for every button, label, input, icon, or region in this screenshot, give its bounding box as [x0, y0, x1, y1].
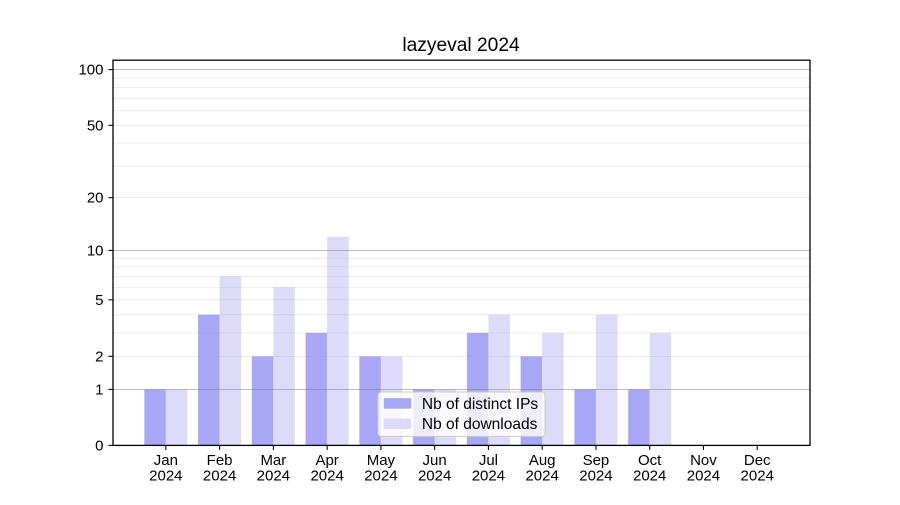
svg-text:1: 1	[95, 381, 103, 398]
svg-text:Nb of distinct IPs: Nb of distinct IPs	[422, 396, 539, 413]
svg-text:50: 50	[87, 117, 104, 134]
svg-text:Jul: Jul	[479, 452, 498, 469]
svg-text:Nb of downloads: Nb of downloads	[422, 416, 538, 433]
svg-text:Sep: Sep	[583, 452, 610, 469]
svg-text:Oct: Oct	[638, 452, 662, 469]
svg-text:2024: 2024	[364, 468, 397, 485]
svg-text:2024: 2024	[310, 468, 343, 485]
svg-text:May: May	[367, 452, 396, 469]
svg-text:Jun: Jun	[423, 452, 447, 469]
svg-text:Aug: Aug	[529, 452, 556, 469]
svg-text:2024: 2024	[149, 468, 182, 485]
svg-text:5: 5	[95, 292, 103, 309]
svg-text:2024: 2024	[257, 468, 290, 485]
svg-text:2024: 2024	[687, 468, 720, 485]
svg-text:Jan: Jan	[154, 452, 178, 469]
svg-text:2024: 2024	[525, 468, 558, 485]
svg-text:Apr: Apr	[315, 452, 338, 469]
svg-text:2024: 2024	[741, 468, 774, 485]
svg-text:2024: 2024	[418, 468, 451, 485]
svg-text:Mar: Mar	[260, 452, 286, 469]
svg-text:2: 2	[95, 348, 103, 365]
svg-text:Feb: Feb	[207, 452, 233, 469]
svg-text:0: 0	[95, 437, 103, 454]
svg-text:Dec: Dec	[744, 452, 771, 469]
svg-text:Nov: Nov	[690, 452, 717, 469]
svg-text:100: 100	[78, 62, 103, 79]
svg-text:2024: 2024	[203, 468, 236, 485]
svg-text:lazyeval 2024: lazyeval 2024	[402, 35, 520, 56]
svg-text:2024: 2024	[633, 468, 666, 485]
svg-text:2024: 2024	[472, 468, 505, 485]
svg-text:20: 20	[87, 190, 104, 207]
svg-text:10: 10	[87, 242, 104, 259]
svg-text:2024: 2024	[579, 468, 612, 485]
